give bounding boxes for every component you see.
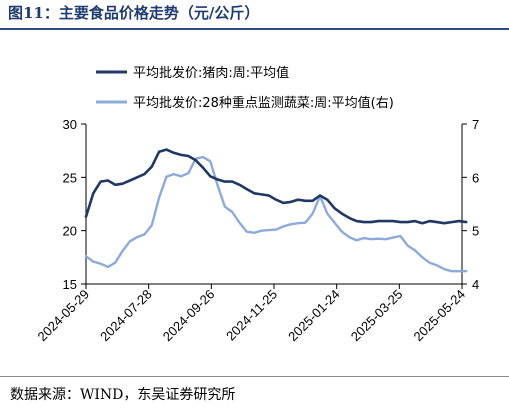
legend-label-pork: 平均批发价:猪肉:周:平均值 [133, 65, 289, 81]
x-tick-label: 2025-05-24 [410, 287, 468, 345]
figure-title: 图11：主要食品价格走势（元/公斤） [8, 4, 260, 22]
y-left-tick-label: 30 [63, 117, 77, 132]
y-right-tick-label: 4 [472, 277, 479, 292]
y-right-tick-label: 6 [472, 170, 479, 185]
series-line-vegetables [84, 155, 468, 273]
y-left-tick-label: 15 [63, 277, 77, 292]
y-left-tick-label: 20 [63, 224, 77, 239]
source-note: 数据来源：WIND，东吴证券研究所 [10, 387, 236, 403]
x-tick-label: 2025-01-24 [285, 287, 343, 345]
x-tick-label: 2025-03-25 [348, 287, 406, 345]
source-divider [0, 376, 509, 377]
y-right-tick-label: 7 [472, 117, 479, 132]
title-divider [0, 28, 509, 30]
chart-series [84, 148, 468, 273]
y-right-tick-label: 5 [472, 224, 479, 239]
line-chart: 平均批发价:猪肉:周:平均值 平均批发价:28种重点监测蔬菜:周:平均值(右) … [34, 65, 479, 344]
chart-legend: 平均批发价:猪肉:周:平均值 平均批发价:28种重点监测蔬菜:周:平均值(右) [96, 65, 394, 111]
chart-axes: 15 20 25 30 4 5 6 7 2024-05-29 2024-07-28 2024-09-… [34, 117, 479, 344]
y-left-tick-label: 25 [63, 170, 77, 185]
x-tick-label: 2024-05-29 [34, 287, 92, 345]
series-line-pork [84, 148, 468, 225]
x-tick-label: 2024-07-28 [97, 287, 155, 345]
x-tick-label: 2024-11-25 [223, 287, 280, 344]
x-tick-label: 2024-09-26 [160, 287, 218, 345]
legend-label-vegetables: 平均批发价:28种重点监测蔬菜:周:平均值(右) [133, 95, 394, 111]
